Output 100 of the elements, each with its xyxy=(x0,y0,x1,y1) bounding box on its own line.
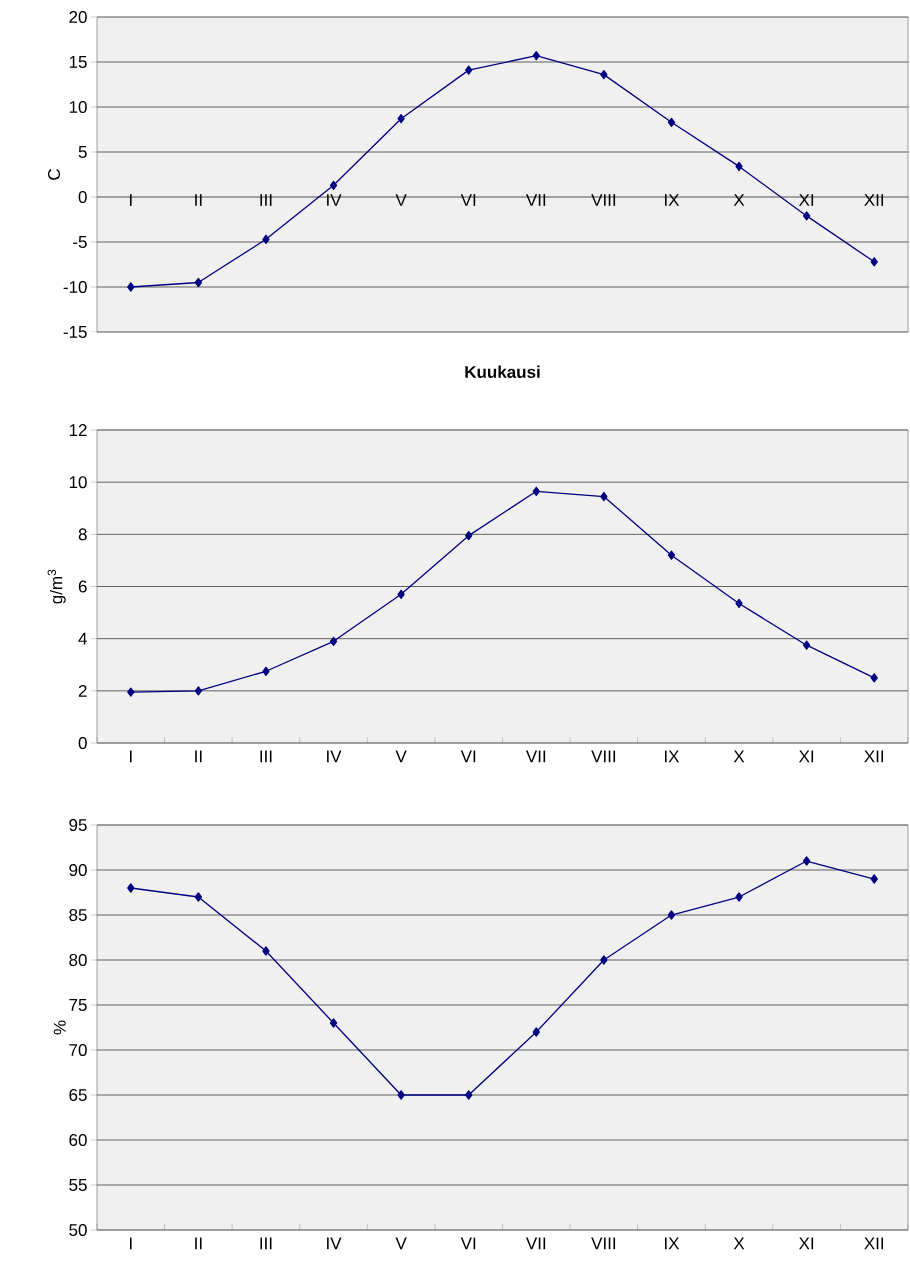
point xyxy=(735,161,743,172)
x-tick-label: V xyxy=(395,194,407,206)
x-tick-label: V xyxy=(395,1237,407,1250)
y-tick-label: -5 xyxy=(73,236,87,248)
point xyxy=(127,282,135,292)
point xyxy=(127,883,135,893)
x-tick-label: VIII xyxy=(591,194,616,206)
x-tick-label: III xyxy=(260,750,272,763)
x-tick-label: X xyxy=(733,1237,745,1250)
y-tick-label: 75 xyxy=(69,999,87,1011)
point xyxy=(870,257,878,267)
x-tick-label: V xyxy=(395,750,407,763)
y-axis-title: C xyxy=(47,169,61,180)
y-tick-label: 85 xyxy=(69,908,87,922)
point xyxy=(532,486,540,496)
y-tick-label: 12 xyxy=(69,424,87,436)
x-tick-label: VII xyxy=(525,1237,546,1250)
y-tick-label: 8 xyxy=(78,528,87,541)
x-tick-label: XII xyxy=(864,194,884,206)
point xyxy=(870,874,878,884)
y-axis-title: g/m$^{3}$ xyxy=(47,569,66,604)
point xyxy=(667,550,676,560)
point xyxy=(194,892,203,902)
x-tick-label: IV xyxy=(327,750,342,763)
point xyxy=(329,1018,338,1028)
point xyxy=(735,892,743,902)
point xyxy=(802,856,811,866)
x-tick-label: VII xyxy=(525,194,546,206)
y-tick-label: 50 xyxy=(69,1223,87,1237)
y-tick-label: 10 xyxy=(69,100,87,114)
x-tick-label: XII xyxy=(864,1237,884,1250)
x-tick-label: I xyxy=(130,750,132,763)
y-tick-label: 4 xyxy=(78,632,87,645)
point xyxy=(600,69,608,80)
x-axis-title: Kuukausi xyxy=(465,365,540,379)
x-tick-label: IV xyxy=(327,1237,342,1250)
point xyxy=(870,673,878,683)
x-tick-label: VI xyxy=(460,750,476,763)
point xyxy=(802,640,811,650)
point xyxy=(532,51,540,61)
x-tick-label: IX xyxy=(664,750,680,763)
y-tick-label: 65 xyxy=(69,1088,87,1102)
y-tick-label: 6 xyxy=(78,580,87,593)
y-tick-label: 2 xyxy=(78,684,87,697)
y-tick-label: 10 xyxy=(69,476,87,489)
point xyxy=(262,946,270,956)
x-tick-label: XI xyxy=(798,194,814,206)
x-tick-label: IX xyxy=(664,194,680,206)
point xyxy=(329,180,338,190)
x-tick-label: XI xyxy=(798,1237,814,1250)
point xyxy=(667,910,676,920)
y-tick-label: 60 xyxy=(69,1133,87,1147)
point xyxy=(465,1090,473,1100)
x-tick-label: VI xyxy=(460,1237,476,1250)
point xyxy=(532,1027,540,1037)
y-tick-label: 80 xyxy=(69,953,87,967)
point xyxy=(465,65,473,75)
x-tick-label: VIII xyxy=(591,1237,616,1250)
x-tick-label: II xyxy=(195,194,202,206)
point xyxy=(600,955,608,965)
x-tick-label: IV xyxy=(327,194,342,206)
x-tick-label: XII xyxy=(864,750,884,763)
x-tick-label: VI xyxy=(460,194,476,206)
x-tick-label: I xyxy=(130,194,132,206)
point xyxy=(127,687,135,697)
x-tick-label: III xyxy=(260,194,272,206)
point xyxy=(735,598,743,609)
x-tick-label: II xyxy=(195,1237,202,1250)
x-tick-label: II xyxy=(195,750,202,763)
x-tick-label: X xyxy=(733,194,745,206)
point xyxy=(802,211,811,221)
x-tick-label: III xyxy=(260,1237,272,1250)
point xyxy=(667,117,676,127)
point xyxy=(600,491,608,502)
y-tick-label: 70 xyxy=(69,1043,87,1057)
y-tick-label: 15 xyxy=(69,56,87,68)
y-tick-label: 95 xyxy=(69,818,87,832)
point xyxy=(397,114,405,124)
point xyxy=(397,1090,405,1100)
y-tick-label: 0 xyxy=(78,190,87,204)
point xyxy=(329,636,338,646)
y-tick-label: 5 xyxy=(78,146,87,158)
point xyxy=(397,589,405,599)
point xyxy=(262,666,270,676)
y-tick-label: 20 xyxy=(69,10,87,24)
y-tick-label: 0 xyxy=(78,736,87,750)
x-tick-label: IX xyxy=(664,1237,680,1250)
point xyxy=(262,234,270,244)
point xyxy=(194,686,203,696)
point xyxy=(194,277,203,288)
y-tick-label: -10 xyxy=(63,280,87,294)
x-tick-label: I xyxy=(130,1237,132,1250)
x-tick-label: XI xyxy=(798,750,814,763)
x-tick-label: VII xyxy=(525,750,546,763)
x-tick-label: X xyxy=(733,750,745,763)
y-tick-label: -15 xyxy=(63,326,87,338)
y-tick-label: 55 xyxy=(69,1179,87,1191)
point xyxy=(465,531,473,541)
y-axis-title: % xyxy=(53,1020,66,1035)
y-tick-label: 90 xyxy=(69,863,87,877)
